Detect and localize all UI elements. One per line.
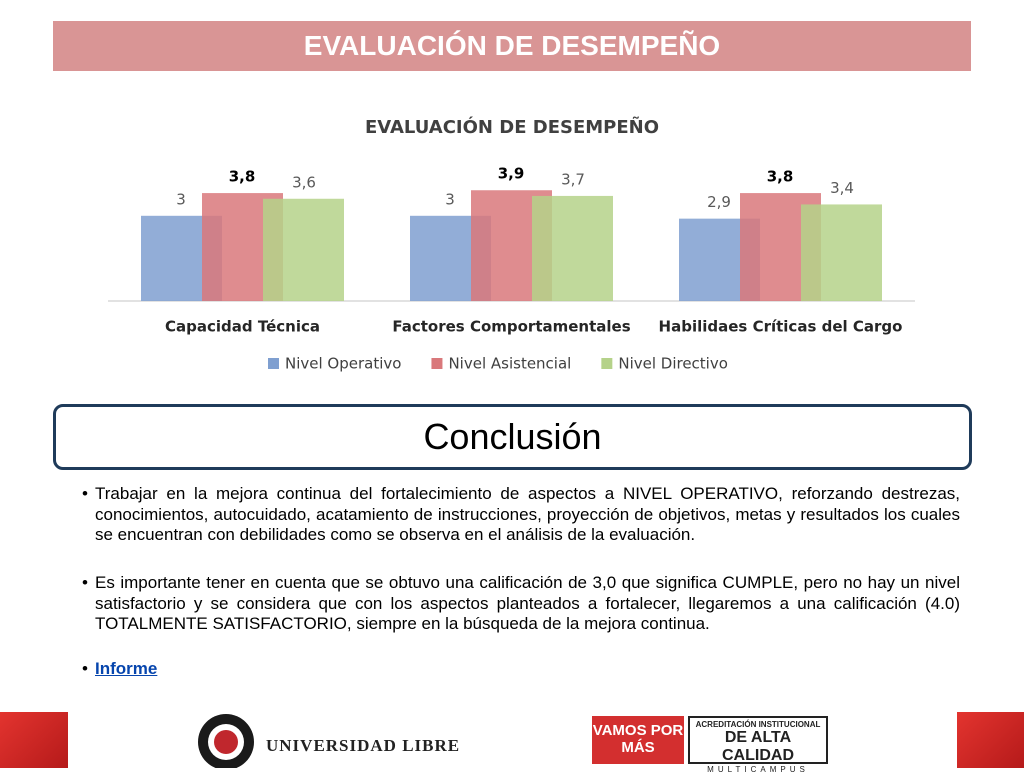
accreditation: ACREDITACIÓN INSTITUCIONAL DE ALTA CALID… xyxy=(688,716,828,774)
value-label: 3 xyxy=(445,190,455,208)
accreditation-line: MULTICAMPUS xyxy=(707,765,809,774)
bar xyxy=(532,195,613,301)
chart-title: EVALUACIÓN DE DESEMPEÑO xyxy=(365,115,659,138)
bullet: • Informe xyxy=(82,659,158,678)
chart: EVALUACIÓN DE DESEMPEÑO Capacidad Técnic… xyxy=(108,115,915,373)
bullet-text: Es importante tener en cuenta que se obt… xyxy=(95,573,960,633)
university-name: UNIVERSIDAD LIBRE xyxy=(266,736,461,755)
legend-label: Nivel Asistencial xyxy=(448,355,571,373)
value-label: 3,7 xyxy=(561,170,585,188)
value-label: 3,6 xyxy=(292,173,316,191)
bullet: • Es importante tener en cuenta que se ob… xyxy=(82,573,960,633)
slogan: VAMOS POR MÁS xyxy=(592,716,684,764)
red-block xyxy=(957,712,1024,768)
accreditation-line: DE ALTA CALIDAD xyxy=(722,729,794,764)
value-label: 3,8 xyxy=(229,168,256,186)
legend-label: Nivel Directivo xyxy=(618,355,728,373)
x-tick-label: Factores Comportamentales xyxy=(392,318,630,336)
value-label: 3,8 xyxy=(767,168,794,186)
accreditation-line: ACREDITACIÓN INSTITUCIONAL xyxy=(695,720,821,729)
legend-swatch xyxy=(431,358,443,369)
conclusion-title: Conclusión xyxy=(53,404,972,470)
value-label: 3,9 xyxy=(498,165,525,183)
legend-swatch xyxy=(601,358,613,369)
red-block xyxy=(0,712,68,768)
legend-label: Nivel Operativo xyxy=(285,355,401,373)
header-title: EVALUACIÓN DE DESEMPEÑO xyxy=(53,21,971,71)
value-label: 3 xyxy=(176,190,186,208)
university-seal xyxy=(198,714,254,768)
x-tick-label: Capacidad Técnica xyxy=(165,318,320,336)
x-tick-label: Habilidaes Críticas del Cargo xyxy=(659,318,903,336)
value-label: 2,9 xyxy=(707,193,731,211)
legend-swatch xyxy=(268,358,279,369)
bullet: • Trabajar en la mejora continua del fort… xyxy=(82,484,960,544)
informe-link[interactable]: Informe xyxy=(95,659,158,678)
bullet-text: Trabajar en la mejora continua del forta… xyxy=(95,484,960,544)
bar xyxy=(263,198,344,301)
value-label: 3,4 xyxy=(830,179,854,197)
bar xyxy=(801,204,882,301)
